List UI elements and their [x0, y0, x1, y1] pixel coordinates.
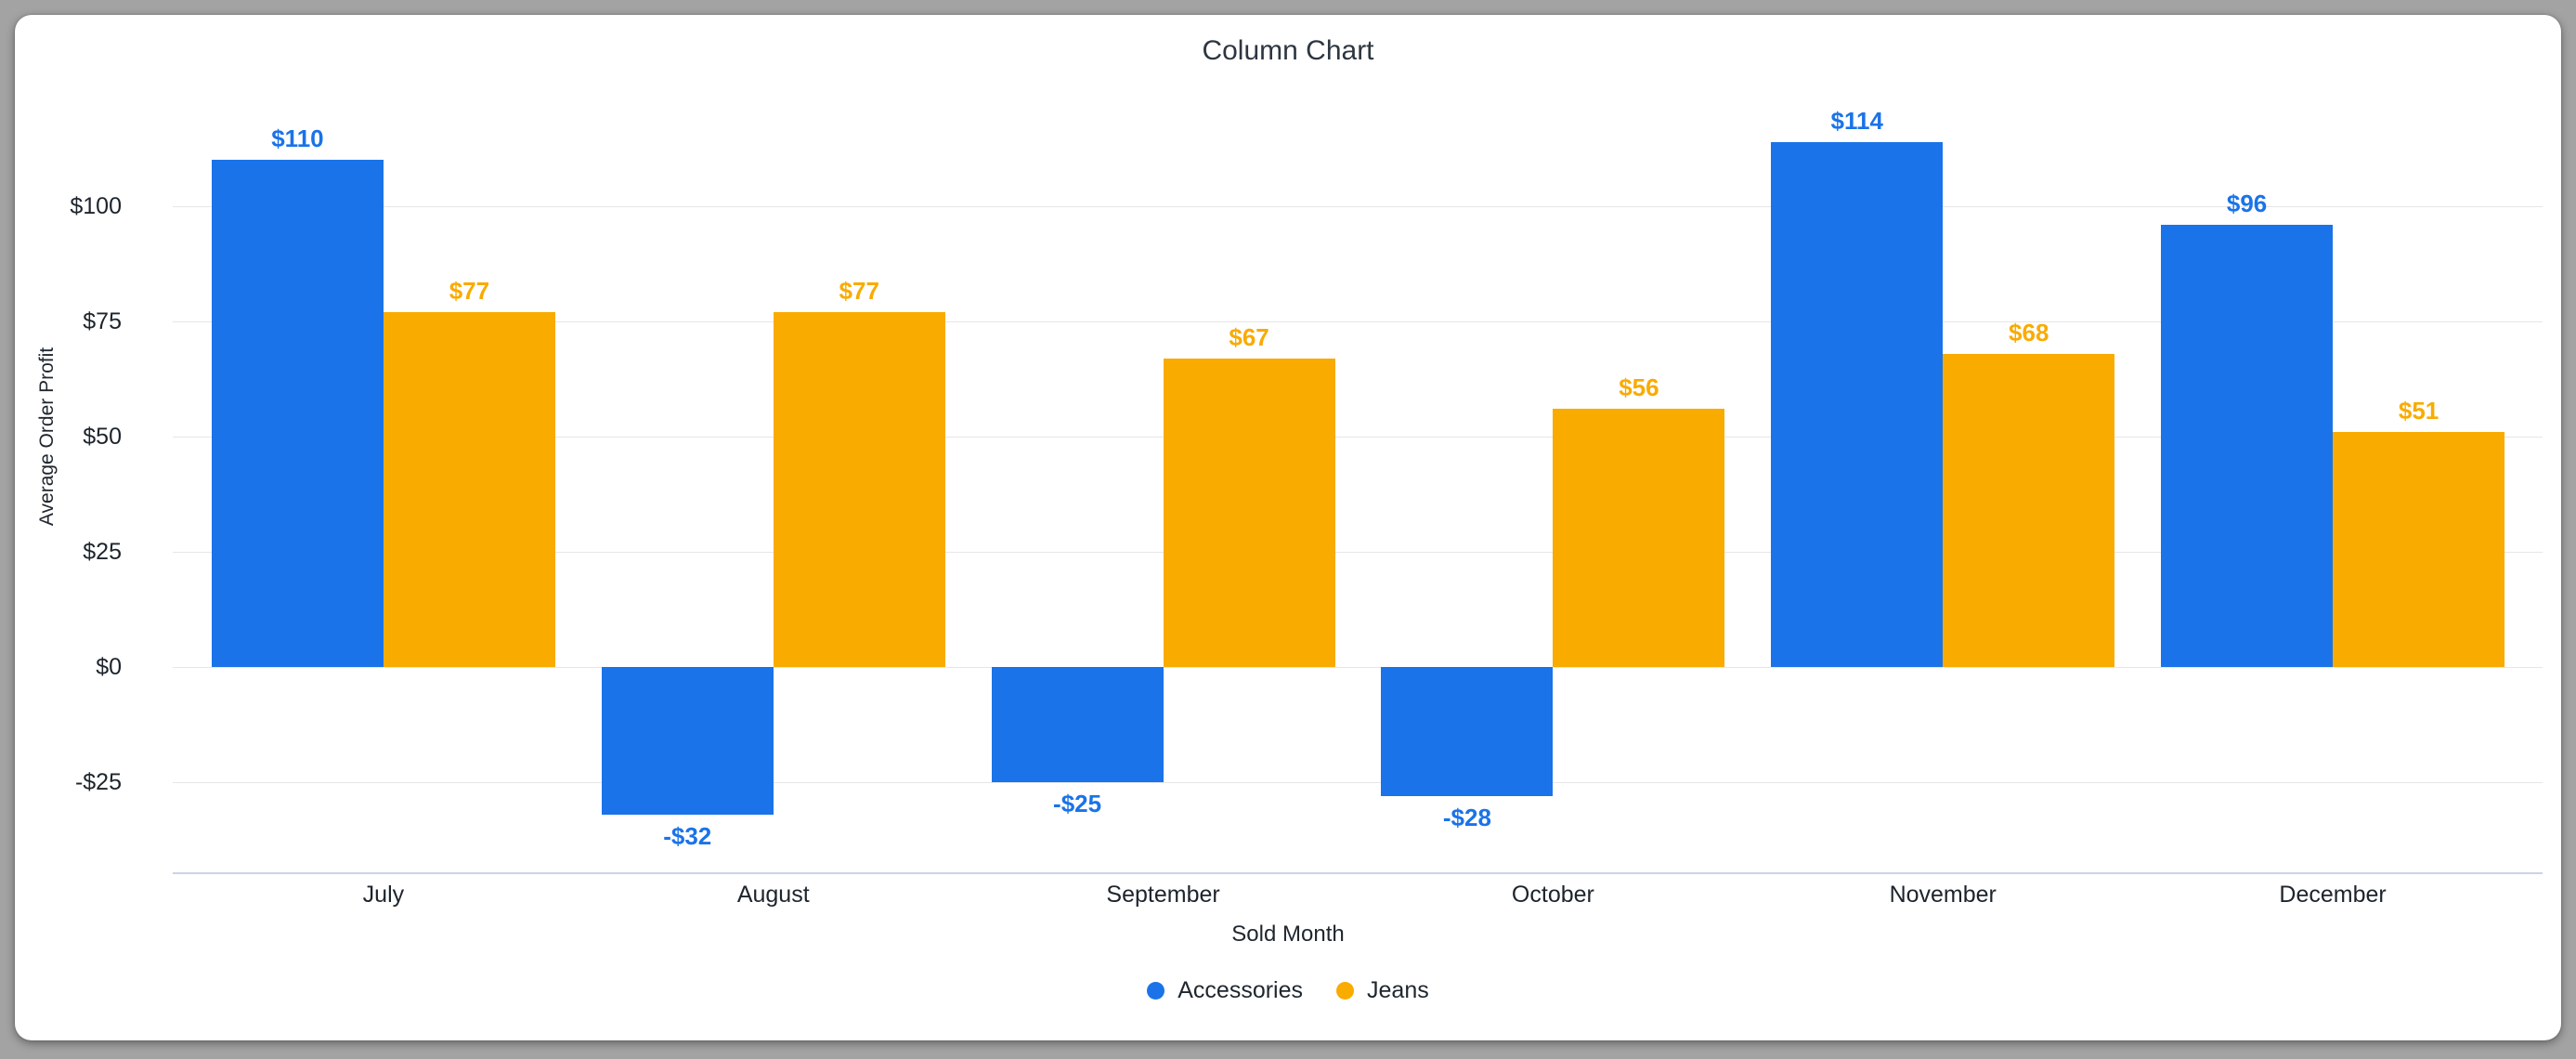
gridline [173, 552, 2543, 553]
bar-value-label: $96 [2226, 189, 2268, 217]
gridline [173, 667, 2543, 668]
gridline [173, 206, 2543, 207]
gridline [173, 437, 2543, 438]
bar-jeans-september[interactable] [1163, 358, 1335, 667]
bar-accessories-september[interactable] [991, 667, 1164, 782]
bar-accessories-december[interactable] [2161, 224, 2334, 667]
plot-area: $100 $75 $50 $25 $0 -$25 $110 -$32 -$25 -$28 $114 $… [15, 15, 2561, 1040]
bar-value-label: $68 [2009, 318, 2049, 346]
legend-label: Jeans [1367, 977, 1429, 1003]
y-tick-label: $75 [83, 308, 122, 334]
y-tick-label: $100 [70, 193, 122, 219]
x-tick-label: September [1106, 882, 1220, 908]
legend-label: Accessories [1177, 977, 1304, 1003]
bar-jeans-october[interactable] [1553, 409, 1725, 667]
x-axis-title: Sold Month [1231, 922, 1345, 947]
y-tick-label: -$25 [74, 769, 122, 795]
legend-item-accessories[interactable]: Accessories [1147, 977, 1303, 1004]
bar-value-label: $77 [449, 277, 490, 306]
chart-card: Column Chart Average Order Profit $100 $7… [15, 15, 2561, 1040]
bar-jeans-july[interactable] [383, 312, 555, 667]
bar-value-label: $67 [1229, 322, 1269, 351]
legend-swatch-icon [1147, 982, 1165, 1000]
bar-value-label: $114 [1830, 106, 1883, 135]
legend: Accessories Jeans [15, 977, 2561, 1004]
gridline [173, 321, 2543, 322]
chart-title: Column Chart [1202, 35, 1374, 66]
bar-jeans-november[interactable] [1943, 353, 2115, 667]
bar-accessories-august[interactable] [601, 667, 774, 815]
x-tick-label: July [362, 882, 405, 908]
bar-accessories-july[interactable] [211, 160, 384, 667]
bar-value-label: $56 [1619, 373, 1659, 402]
bar-value-label: -$32 [663, 821, 712, 850]
bar-accessories-november[interactable] [1771, 141, 1944, 667]
y-tick-label: $0 [96, 654, 122, 680]
y-tick-label: $50 [83, 424, 122, 450]
x-tick-label: August [736, 882, 810, 908]
bar-jeans-august[interactable] [773, 312, 945, 667]
bar-jeans-december[interactable] [2333, 432, 2505, 667]
bar-value-label: $51 [2398, 397, 2439, 425]
legend-swatch-icon [1336, 982, 1355, 1000]
gridline [173, 782, 2543, 783]
bar-value-label: -$25 [1053, 790, 1102, 817]
bar-value-label: -$28 [1442, 803, 1491, 831]
bar-value-label: $110 [271, 124, 324, 153]
x-tick-label: December [2279, 882, 2387, 908]
x-axis-baseline [173, 872, 2543, 874]
y-tick-label: $25 [83, 539, 122, 565]
bar-accessories-october[interactable] [1381, 667, 1554, 796]
x-tick-label: November [1889, 882, 1997, 908]
legend-item-jeans[interactable]: Jeans [1336, 977, 1429, 1004]
bar-value-label: $77 [839, 277, 879, 306]
x-tick-label: October [1511, 882, 1594, 908]
